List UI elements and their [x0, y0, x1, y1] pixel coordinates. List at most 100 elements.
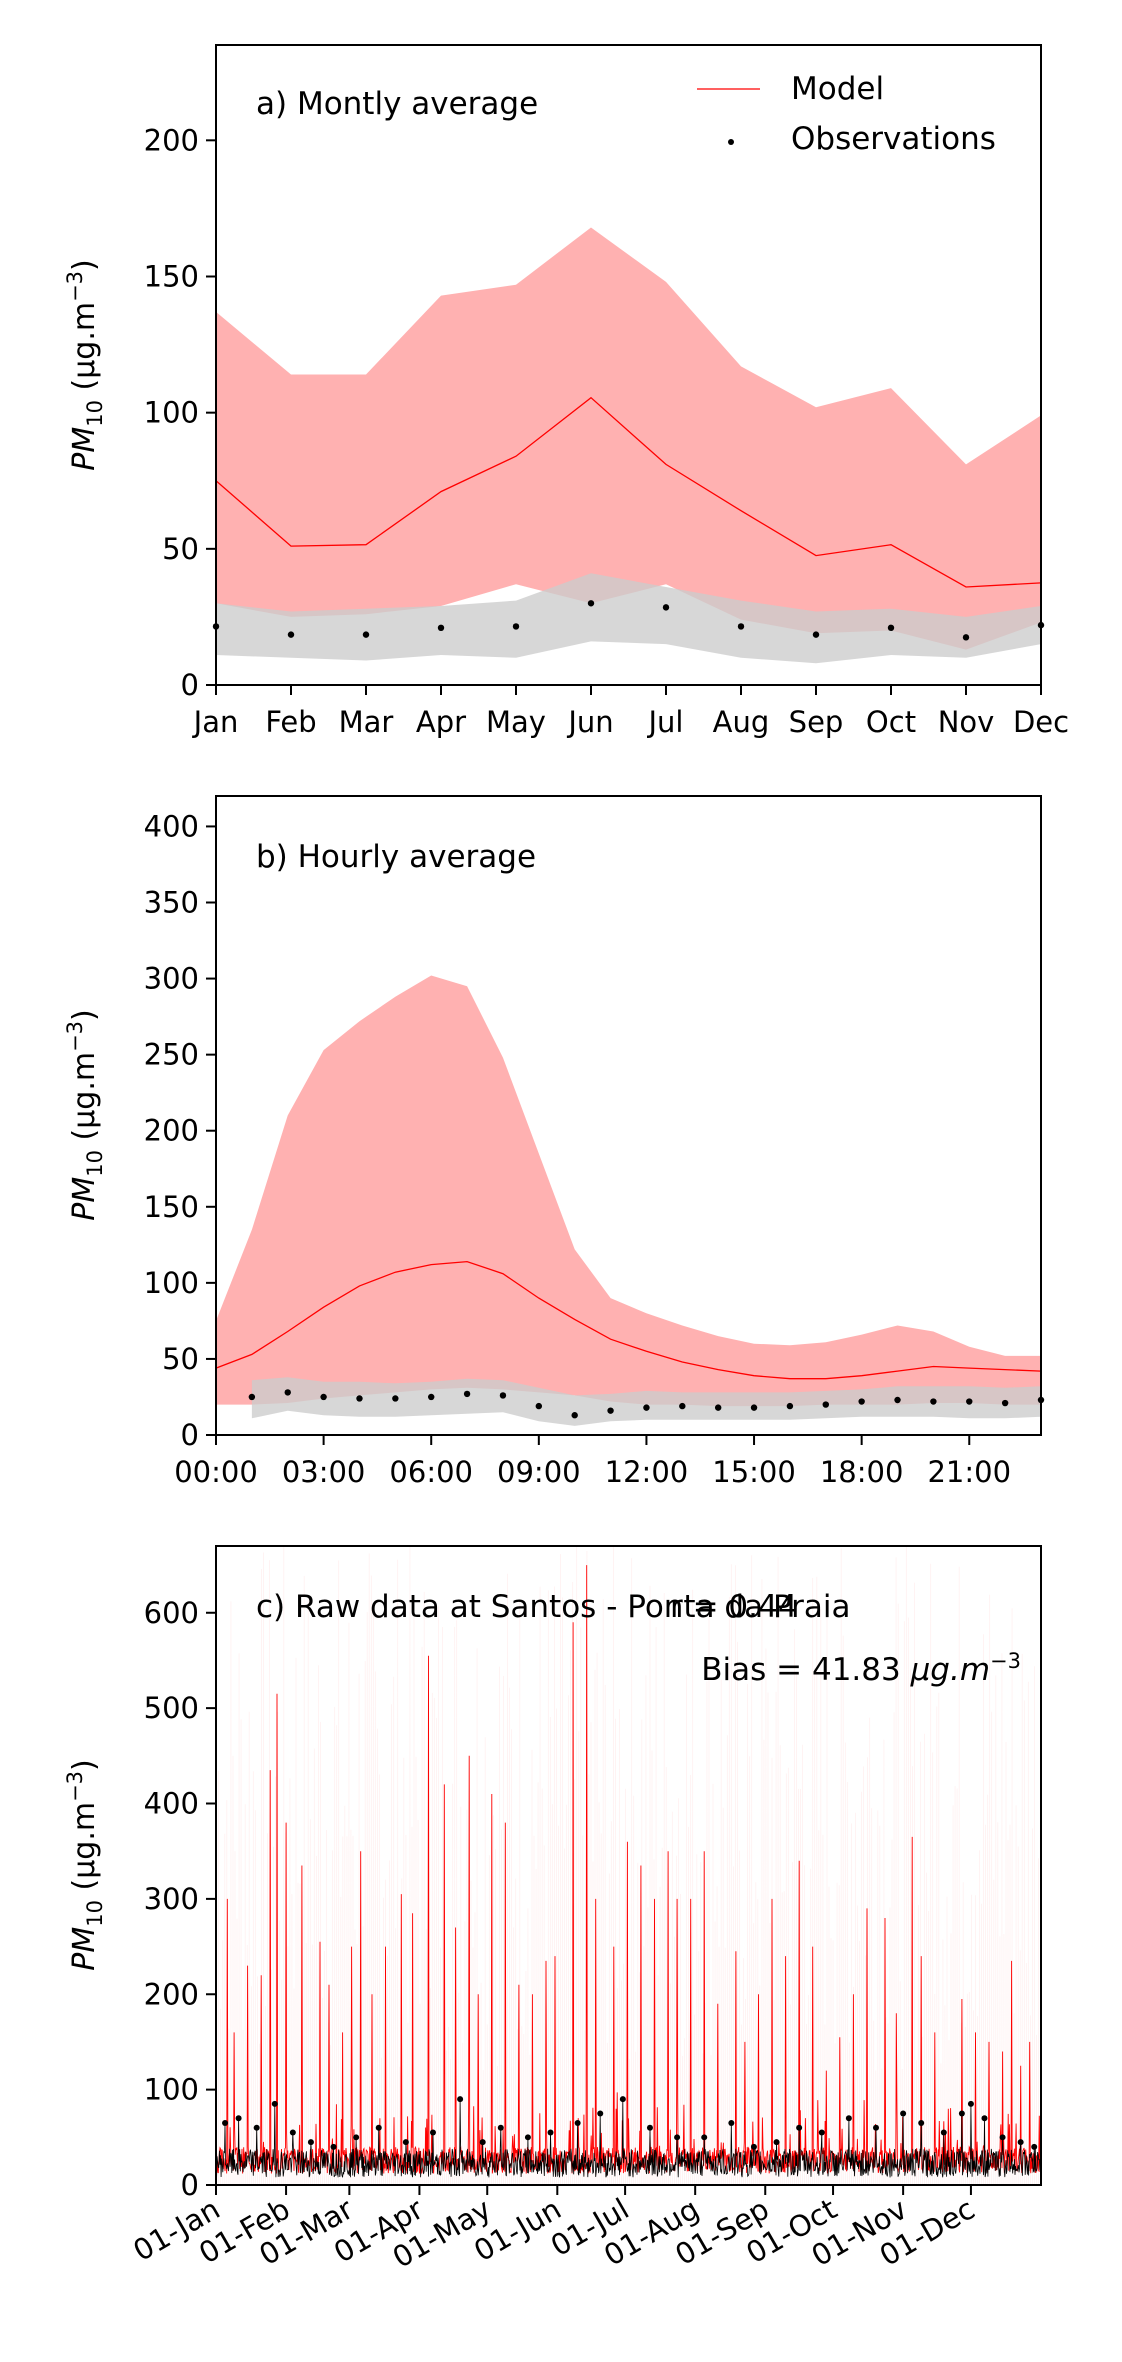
- monthly-model-band: [216, 227, 1041, 650]
- raw-y-axis-label: PM10 (μg.m−3): [63, 1759, 107, 1971]
- hourly-observation-point: [392, 1395, 399, 1402]
- hourly-observation-point: [535, 1402, 543, 1410]
- raw-observation-point: [479, 2139, 486, 2146]
- hourly-ytick-label: 300: [144, 962, 199, 996]
- raw-observations-line: [216, 2099, 1041, 2178]
- hourly-plot-area: [215, 975, 1045, 1426]
- raw-observation-point: [457, 2096, 464, 2103]
- hourly-ytick-label: 50: [162, 1342, 199, 1376]
- raw-observation-point: [222, 2120, 229, 2127]
- monthly-xtick-label: Oct: [866, 705, 916, 739]
- monthly-observation-point: [737, 623, 745, 630]
- monthly-panel-label: a) Montly average: [256, 86, 538, 122]
- monthly-ytick-label: 200: [144, 123, 199, 157]
- raw-observation-point: [958, 2110, 965, 2117]
- raw-observation-point: [674, 2134, 681, 2141]
- monthly-ytick-label: 100: [144, 396, 199, 430]
- raw-ytick-label: 200: [144, 1977, 199, 2011]
- raw-observation-point: [796, 2124, 803, 2131]
- raw-observation-point: [818, 2129, 825, 2136]
- hourly-observations-band: [251, 1377, 1041, 1426]
- raw-observation-point: [728, 2120, 735, 2127]
- raw-observation-point: [967, 2100, 974, 2107]
- raw-observation-point: [918, 2120, 925, 2127]
- raw-ytick-label: 0: [181, 2168, 199, 2202]
- hourly-y-axis-label: PM10 (μg.m−3): [63, 1009, 107, 1221]
- hourly-observation-point: [822, 1401, 829, 1408]
- monthly-observation-point: [887, 624, 895, 632]
- monthly-observation-point: [812, 631, 820, 638]
- raw-observation-point: [375, 2124, 382, 2131]
- monthly-observation-point: [437, 624, 445, 632]
- hourly-model-band: [216, 975, 1041, 1407]
- legend-observations-label: Observations: [791, 121, 996, 157]
- hourly-xtick-label: 00:00: [174, 1455, 258, 1489]
- monthly-xtick-label: Apr: [416, 705, 466, 739]
- legend-observations-dot: [728, 139, 734, 145]
- hourly-axis-ticks: 0 50 100 150 200 250 300 350 400 00:00 03:00 06:00 0…: [144, 809, 1011, 1489]
- raw-observation-point: [574, 2120, 581, 2127]
- raw-observation-point: [1017, 2139, 1024, 2146]
- raw-observation-point: [981, 2115, 988, 2122]
- raw-ytick-label: 600: [144, 1596, 199, 1630]
- hourly-ytick-label: 350: [144, 886, 199, 920]
- hourly-observation-point: [714, 1404, 722, 1411]
- monthly-xtick-label: Jul: [647, 705, 684, 739]
- raw-ytick-label: 500: [144, 1691, 199, 1725]
- hourly-observation-point: [248, 1393, 256, 1401]
- hourly-observation-point: [320, 1393, 327, 1401]
- monthly-y-axis-label: PM10 (μg.m−3): [63, 259, 107, 471]
- monthly-plot-area: [212, 227, 1045, 664]
- monthly-xtick-label: Dec: [1013, 705, 1069, 739]
- monthly-xtick-label: Feb: [265, 705, 316, 739]
- raw-observation-point: [646, 2124, 653, 2131]
- hourly-observation-point: [356, 1395, 363, 1402]
- raw-observation-point: [701, 2134, 708, 2141]
- monthly-xtick-label: Nov: [938, 705, 995, 739]
- raw-observation-point: [845, 2115, 852, 2122]
- hourly-observation-point: [786, 1402, 794, 1410]
- monthly-observation-point: [287, 631, 295, 638]
- hourly-ytick-label: 250: [144, 1038, 199, 1072]
- hourly-observation-point: [966, 1398, 973, 1405]
- raw-observation-point: [750, 2143, 757, 2150]
- monthly-observation-point: [362, 631, 370, 638]
- hourly-observation-point: [894, 1396, 901, 1404]
- raw-ytick-label: 400: [144, 1787, 199, 1821]
- raw-observation-point: [307, 2139, 314, 2146]
- monthly-ytick-label: 150: [144, 259, 199, 293]
- raw-plot-area: [216, 1546, 1041, 2185]
- raw-observation-point: [497, 2124, 504, 2131]
- bias-label: Bias = 41.83 μg.m−3: [701, 1649, 1021, 1688]
- hourly-xtick-label: 12:00: [605, 1455, 689, 1489]
- raw-observation-point: [547, 2129, 554, 2136]
- raw-model-spread: [216, 1546, 1041, 2185]
- raw-observation-point: [402, 2139, 409, 2146]
- monthly-model-line: [215, 396, 1042, 588]
- hourly-xtick-label: 15:00: [712, 1455, 796, 1489]
- monthly-observation-point: [662, 604, 670, 611]
- hourly-observation-point: [1001, 1399, 1009, 1407]
- raw-data-panel: 010020030040050060001-Jan01-Feb01-Mar01-…: [63, 1545, 1042, 2275]
- raw-observation-point: [773, 2139, 780, 2146]
- raw-ytick-label: 300: [144, 1882, 199, 1916]
- monthly-axis-ticks: 0 50 100 150 200 Jan Feb Mar Apr May Jun Jul Aug Sep O…: [144, 123, 1069, 739]
- monthly-xtick-label: Mar: [339, 705, 394, 739]
- monthly-ytick-label: 50: [162, 532, 199, 566]
- monthly-observation-point: [587, 600, 595, 607]
- hourly-observation-point: [463, 1390, 471, 1398]
- hourly-observation-point: [571, 1412, 578, 1419]
- hourly-observation-point: [499, 1392, 507, 1399]
- raw-observation-point: [1031, 2143, 1038, 2150]
- raw-panel-label: c) Raw data at Santos - Ponta da Praia: [256, 1589, 850, 1625]
- monthly-observation-point: [962, 634, 970, 641]
- raw-ytick-label: 100: [144, 2073, 199, 2107]
- hourly-observation-point: [428, 1393, 435, 1401]
- hourly-observation-point: [679, 1402, 686, 1410]
- raw-observation-point: [999, 2134, 1006, 2141]
- monthly-axes-frame: [215, 44, 1042, 686]
- monthly-xtick-label: Sep: [789, 705, 844, 739]
- raw-observation-point: [619, 2096, 626, 2103]
- monthly-observations-band: [216, 573, 1041, 664]
